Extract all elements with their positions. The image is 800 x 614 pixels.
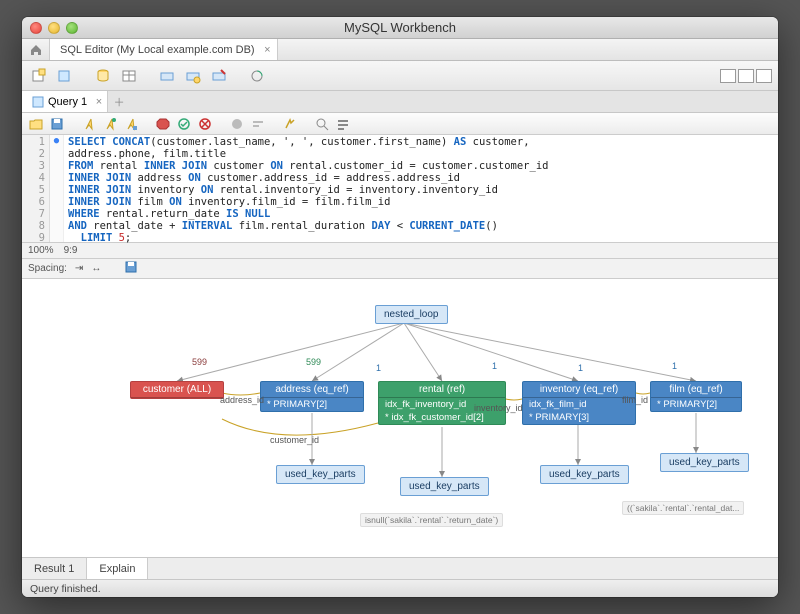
spacing-save-icon[interactable] (125, 261, 137, 276)
node-film[interactable]: film (eq_ref)* PRIMARY[2] (650, 381, 742, 412)
rollback-icon[interactable] (197, 116, 213, 132)
add-query-tab-button[interactable]: ＋ (108, 91, 130, 112)
edge-one-1: 1 (492, 361, 497, 371)
tool4-button[interactable] (246, 65, 268, 87)
open-sql-button[interactable] (54, 65, 76, 87)
tool2-button[interactable] (182, 65, 204, 87)
edge-one-3: 1 (672, 361, 677, 371)
node-film-hdr: film (eq_ref) (651, 382, 741, 398)
save-icon[interactable] (49, 116, 65, 132)
sql-editor[interactable]: 123456789 ● SELECT CONCAT(customer.last_… (22, 135, 778, 243)
label-address-id: address_id (220, 395, 264, 405)
statusbar: Query finished. (22, 579, 778, 597)
result-tab-1[interactable]: Result 1 (22, 558, 87, 579)
marker-column: ● (50, 135, 64, 242)
tool1-button[interactable] (156, 65, 178, 87)
limit-icon[interactable] (250, 116, 266, 132)
node-inventory-b1: * PRIMARY[3] (523, 411, 635, 424)
find-icon[interactable] (314, 116, 330, 132)
close-tab-icon[interactable]: × (264, 44, 270, 56)
count-599-a: 599 (192, 357, 207, 367)
new-sql-tab-button[interactable] (28, 65, 50, 87)
spacing-collapse-icon[interactable]: ⇥ (75, 263, 83, 274)
node-customer-hdr: customer (ALL) (131, 382, 223, 398)
node-inventory[interactable]: inventory (eq_ref)idx_fk_film_id* PRIMAR… (522, 381, 636, 425)
query-tab-icon (32, 96, 44, 108)
home-tab-button[interactable] (22, 39, 50, 60)
node-inventory-b0: idx_fk_film_id (523, 398, 635, 411)
minimize-window-button[interactable] (48, 22, 60, 34)
query-tabs-row: Query 1 × ＋ (22, 91, 778, 113)
query-tab[interactable]: Query 1 × (22, 91, 108, 112)
node-film-body: * PRIMARY[2] (651, 398, 741, 411)
tool3-button[interactable] (208, 65, 230, 87)
node-used-key-parts-1[interactable]: used_key_parts (276, 465, 365, 484)
node-used-key-parts-2[interactable]: used_key_parts (400, 477, 489, 496)
editor-toolbar (22, 113, 778, 135)
editor-tab-label: SQL Editor (My Local example.com DB) (60, 44, 255, 56)
node-used-key-parts-4[interactable]: used_key_parts (660, 453, 749, 472)
commit-icon[interactable] (176, 116, 192, 132)
panel-toggles (720, 69, 772, 83)
query-tab-label: Query 1 (48, 96, 87, 108)
panel-bottom-toggle[interactable] (738, 69, 754, 83)
status-text: Query finished. (30, 583, 101, 595)
zoom-window-button[interactable] (66, 22, 78, 34)
close-query-tab-icon[interactable]: × (96, 96, 102, 108)
execute-icon[interactable] (81, 116, 97, 132)
zoom-level: 100% (28, 245, 54, 256)
spacing-label: Spacing: (28, 263, 67, 274)
code-area[interactable]: SELECT CONCAT(customer.last_name, ', ', … (64, 135, 778, 242)
open-file-icon[interactable] (28, 116, 44, 132)
close-window-button[interactable] (30, 22, 42, 34)
panel-right-toggle[interactable] (756, 69, 772, 83)
node-used-key-parts-3[interactable]: used_key_parts (540, 465, 629, 484)
explain-canvas[interactable]: nested_loop 599 599 1 1 1 1 customer (AL… (22, 279, 778, 557)
editor-statusbar: 100% 9:9 (22, 243, 778, 259)
label-film-id: film_id (622, 395, 648, 405)
line-gutter: 123456789 (22, 135, 50, 242)
beautify-icon[interactable] (282, 116, 298, 132)
node-customer[interactable]: customer (ALL) (130, 381, 224, 399)
footnote-1: isnull(`sakila`.`rental`.`return_date`) (360, 513, 503, 527)
db-icon-button[interactable] (92, 65, 114, 87)
node-address-hdr: address (eq_ref) (261, 382, 363, 398)
edge-one-0: 1 (376, 363, 381, 373)
table-icon-button[interactable] (118, 65, 140, 87)
count-599-b: 599 (306, 357, 321, 367)
node-address[interactable]: address (eq_ref)* PRIMARY[2] (260, 381, 364, 412)
node-inventory-hdr: inventory (eq_ref) (523, 382, 635, 398)
wrap-icon[interactable] (335, 116, 351, 132)
editor-tab[interactable]: SQL Editor (My Local example.com DB) × (50, 39, 278, 60)
result-tab-explain[interactable]: Explain (87, 558, 148, 579)
main-toolbar (22, 61, 778, 91)
node-rental-hdr: rental (ref) (379, 382, 505, 398)
result-tabs-row: Result 1 Explain (22, 557, 778, 579)
label-inventory-id: inventory_id (474, 403, 523, 413)
node-nested-loop[interactable]: nested_loop (375, 305, 448, 324)
spacing-expand-icon[interactable]: ↔ (91, 263, 101, 274)
titlebar: MySQL Workbench (22, 17, 778, 39)
explain-icon[interactable] (123, 116, 139, 132)
execute-current-icon[interactable] (102, 116, 118, 132)
editor-tabs-row: SQL Editor (My Local example.com DB) × (22, 39, 778, 61)
footnote-2: ((`sakila`.`rental`.`rental_dat... (622, 501, 744, 515)
edge-one-2: 1 (578, 363, 583, 373)
label-customer-id: customer_id (270, 435, 319, 445)
cursor-position: 9:9 (64, 245, 78, 256)
spacing-bar: Spacing: ⇥ ↔ (22, 259, 778, 279)
panel-left-toggle[interactable] (720, 69, 736, 83)
home-icon (29, 43, 43, 57)
app-window: MySQL Workbench SQL Editor (My Local exa… (22, 17, 778, 597)
node-address-body: * PRIMARY[2] (261, 398, 363, 411)
window-title: MySQL Workbench (22, 20, 778, 35)
autocommit-icon[interactable] (229, 116, 245, 132)
stop-icon[interactable] (155, 116, 171, 132)
